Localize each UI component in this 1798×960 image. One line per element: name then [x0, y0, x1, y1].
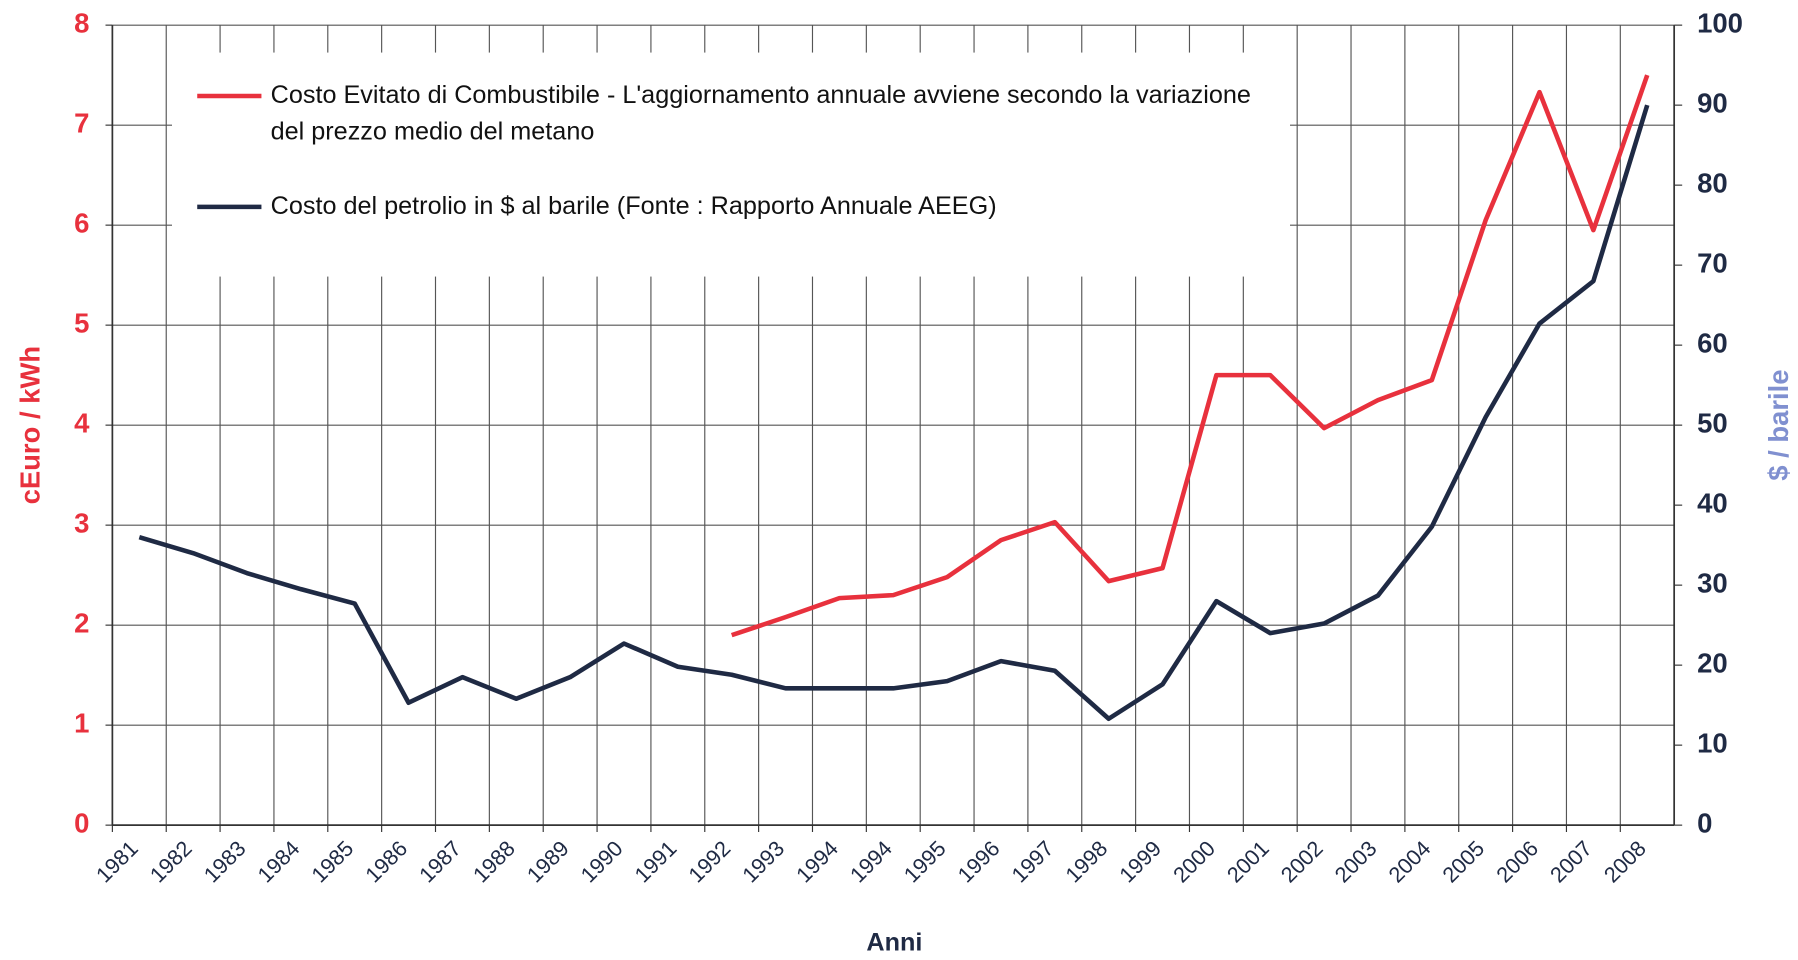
x-tick-label: 2008 — [1599, 836, 1651, 888]
y2-tick-label: 80 — [1697, 167, 1728, 198]
x-axis-title: Anni — [866, 929, 922, 957]
y-tick-label: 2 — [74, 607, 89, 638]
y-tick-label: 6 — [74, 207, 89, 238]
x-tick-label: 2007 — [1545, 836, 1597, 888]
y-tick-label: 4 — [74, 407, 90, 438]
x-tick-label: 2004 — [1383, 836, 1435, 888]
x-tick-label: 1983 — [199, 836, 251, 888]
x-tick-label: 1987 — [414, 836, 466, 888]
y2-tick-label: 30 — [1697, 567, 1728, 598]
x-tick-label: 2000 — [1168, 836, 1220, 888]
x-tick-label: 1988 — [468, 836, 520, 888]
x-tick-label: 1992 — [683, 836, 735, 888]
x-tick-label: 1994 — [845, 836, 897, 888]
x-tick-label: 1997 — [1006, 836, 1058, 888]
x-tick-label: 1993 — [737, 836, 789, 888]
x-tick-label: 1999 — [1114, 836, 1166, 888]
x-tick-label: 1981 — [91, 836, 143, 888]
y2-tick-label: 60 — [1697, 327, 1728, 358]
x-tick-label: 2005 — [1437, 836, 1489, 888]
x-tick-label: 1991 — [629, 836, 681, 888]
series-line — [730, 74, 1650, 638]
x-tick-label: 1986 — [360, 836, 412, 888]
y-tick-label: 7 — [74, 107, 89, 138]
x-tick-label: 2003 — [1330, 836, 1382, 888]
x-tick-label: 1996 — [953, 836, 1005, 888]
y2-tick-label: 70 — [1697, 247, 1728, 278]
x-tick-label: 1989 — [522, 836, 574, 888]
x-tick-label: 2002 — [1276, 836, 1328, 888]
legend-line: Costo del petrolio in $ al barile (Fonte… — [271, 192, 997, 220]
x-tick-label: 1985 — [306, 836, 358, 888]
series-line — [138, 104, 1650, 722]
y2-tick-label: 50 — [1697, 407, 1728, 438]
legend-line: del prezzo medio del metano — [271, 117, 595, 145]
x-tick-label: 1994 — [791, 836, 843, 888]
x-tick-label: 1995 — [899, 836, 951, 888]
legend-label: Costo Evitato di Combustibile - L'aggior… — [271, 81, 1251, 146]
x-tick-label: 2001 — [1222, 836, 1274, 888]
y2-tick-label: 40 — [1697, 487, 1728, 518]
legend-label: Costo del petrolio in $ al barile (Fonte… — [271, 192, 997, 220]
x-tick-label: 1998 — [1060, 836, 1112, 888]
x-tick-label: 1990 — [576, 836, 628, 888]
x-tick-label: 1984 — [253, 836, 305, 888]
y-tick-label: 1 — [74, 707, 89, 738]
y2-tick-label: 10 — [1697, 727, 1728, 758]
x-tick-label: 2006 — [1491, 836, 1543, 888]
x-tick-label: 1982 — [145, 836, 197, 888]
y2-axis-title: $ / barile — [1763, 370, 1794, 481]
y-axis-title: cEuro / kWh — [14, 346, 45, 504]
y2-tick-label: 20 — [1697, 647, 1728, 678]
y2-tick-label: 90 — [1697, 87, 1728, 118]
y-tick-label: 8 — [74, 7, 89, 38]
legend-box — [172, 52, 1291, 277]
y2-tick-label: 0 — [1697, 807, 1712, 838]
legend-line: Costo Evitato di Combustibile - L'aggior… — [271, 81, 1251, 109]
y2-tick-label: 100 — [1697, 7, 1743, 38]
y-tick-label: 0 — [74, 807, 89, 838]
y-tick-label: 5 — [74, 307, 89, 338]
y-tick-label: 3 — [74, 507, 89, 538]
